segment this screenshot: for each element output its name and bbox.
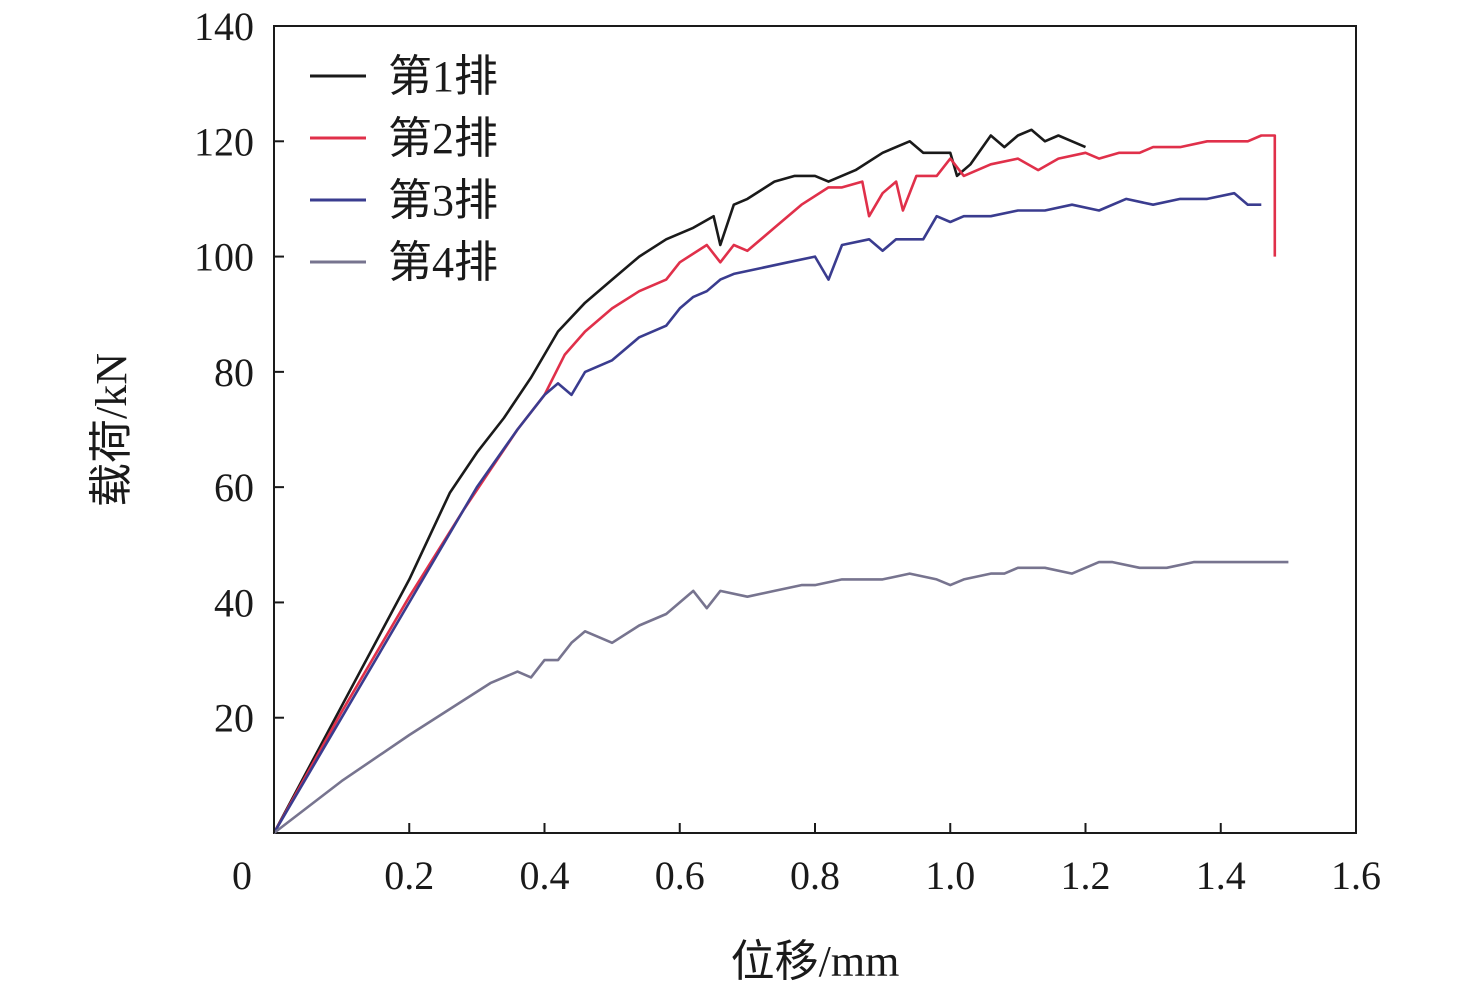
y-axis-title: 载荷/kN — [87, 353, 136, 507]
y-tick-label: 100 — [194, 235, 254, 280]
y-axis-ticks: 20 40 60 80 100 120 140 — [194, 4, 284, 741]
x-tick-label: 0.4 — [520, 853, 570, 898]
legend-label-3: 第3排 — [388, 176, 498, 225]
x-axis-title: 位移/mm — [731, 937, 900, 986]
x-tick-label: 1.6 — [1331, 853, 1381, 898]
x-tick-label: 0 — [232, 853, 252, 898]
x-tick-label: 1.4 — [1196, 853, 1246, 898]
x-tick-label: 1.2 — [1061, 853, 1111, 898]
series-line-4 — [273, 560, 1289, 835]
legend-label-1: 第1排 — [388, 52, 498, 101]
series-line-3 — [272, 191, 1262, 834]
x-tick-label: 1.0 — [925, 853, 975, 898]
series-line-2 — [272, 134, 1277, 834]
x-axis-ticks: 0 0.2 0.4 0.6 0.8 1.0 1.2 1.4 1.6 — [232, 823, 1381, 898]
legend-label-4: 第4排 — [388, 238, 498, 287]
y-tick-label: 80 — [214, 350, 254, 395]
y-tick-label: 40 — [214, 580, 254, 625]
legend-label-2: 第2排 — [388, 114, 498, 163]
x-tick-label: 0.6 — [655, 853, 705, 898]
series-line-1 — [272, 128, 1087, 834]
y-tick-label: 120 — [194, 119, 254, 164]
y-tick-label: 20 — [214, 696, 254, 741]
y-tick-label: 60 — [214, 465, 254, 510]
series-layer — [272, 128, 1289, 835]
x-tick-label: 0.8 — [790, 853, 840, 898]
x-tick-label: 0.2 — [384, 853, 434, 898]
y-tick-label: 140 — [194, 4, 254, 49]
